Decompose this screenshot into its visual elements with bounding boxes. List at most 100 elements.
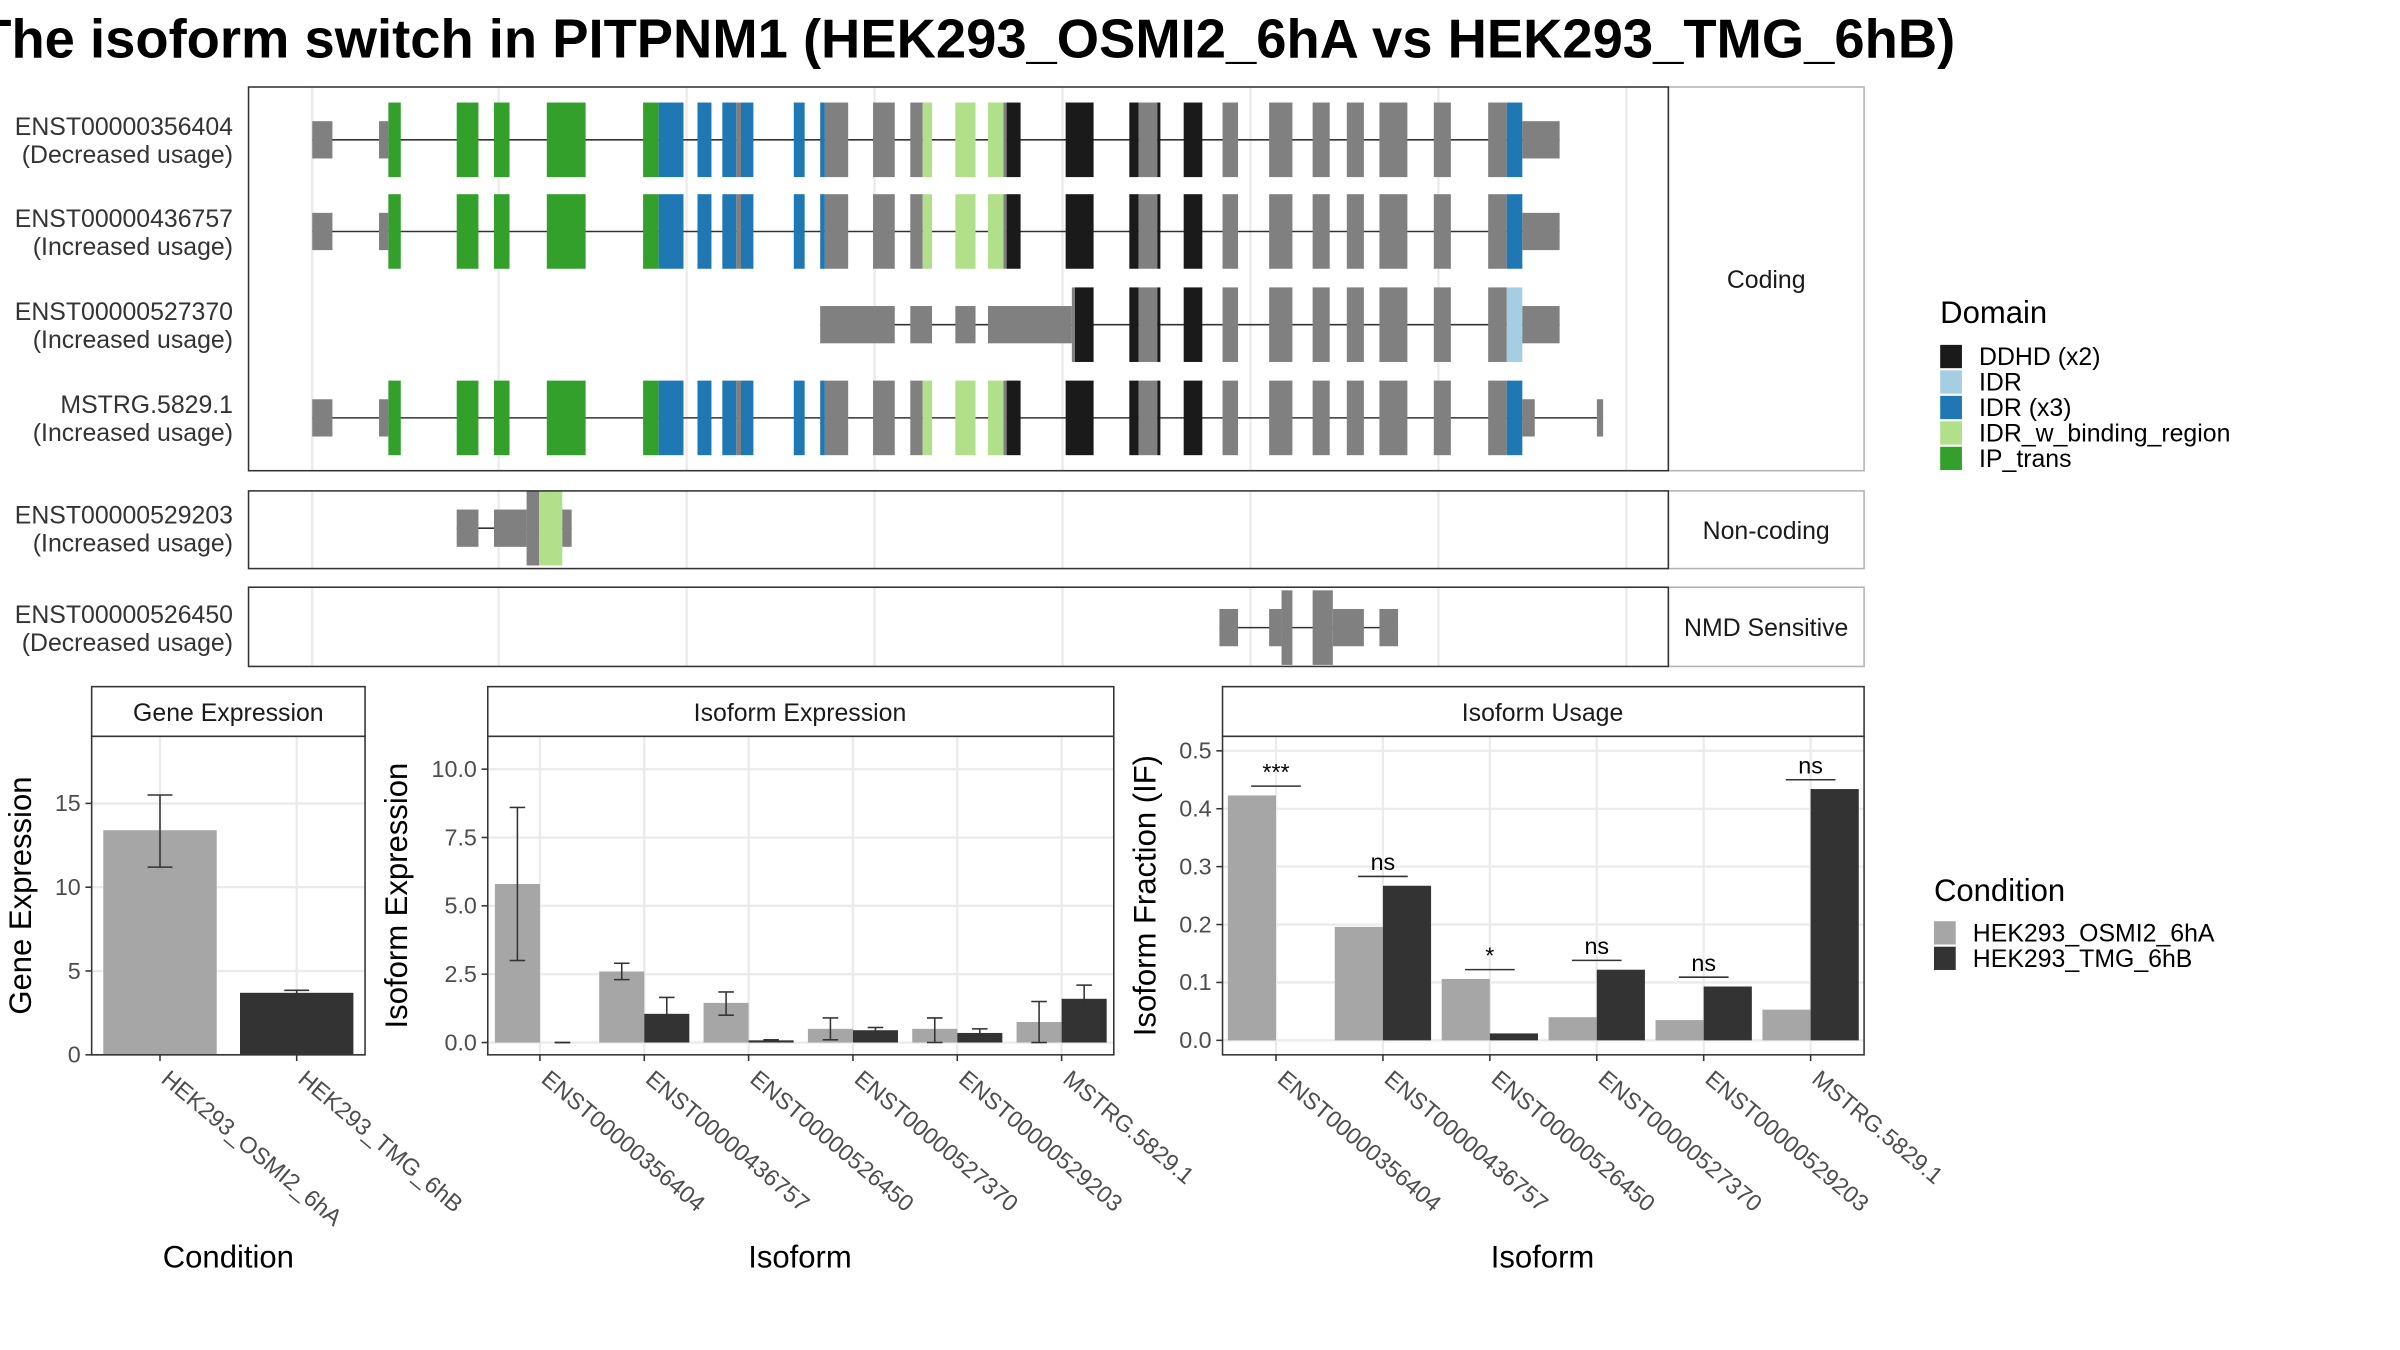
exon [1138, 380, 1158, 456]
y-axis-title: Gene Expression [3, 777, 38, 1015]
exon [1269, 608, 1282, 647]
exon [388, 380, 401, 456]
exon [1379, 608, 1399, 647]
domain-legend-label: DDHD (x2) [1979, 344, 2100, 371]
exon [910, 102, 923, 178]
exon [736, 194, 741, 269]
exon [1219, 608, 1239, 647]
bar [852, 1030, 898, 1043]
y-tick-label: 5.0 [445, 893, 477, 919]
exon [1222, 287, 1239, 362]
exon [1065, 102, 1094, 178]
exon [1379, 102, 1408, 178]
panel-title: Isoform Expression [694, 700, 907, 727]
x-axis-title: Isoform [1491, 1240, 1595, 1275]
exon [1006, 194, 1021, 269]
exon [824, 102, 849, 178]
structure-panel-bg [248, 490, 1669, 569]
exon [658, 380, 684, 456]
exon [1138, 102, 1158, 178]
exon [955, 102, 976, 178]
exon [1596, 399, 1604, 437]
exon [987, 102, 1004, 178]
exon [1312, 102, 1330, 178]
exon [1433, 380, 1451, 456]
domain-legend-title: Domain [1940, 295, 2047, 330]
y-axis-title: Isoform Fraction (IF) [1128, 755, 1163, 1036]
bar [1489, 1033, 1538, 1041]
bar [1762, 1009, 1811, 1041]
exon [1379, 194, 1408, 269]
panel-bg [1222, 736, 1865, 1055]
exon [1269, 194, 1293, 269]
category-strip-label: NMD Sensitive [1684, 615, 1848, 642]
exon [820, 102, 825, 178]
domain-legend-label: IDR (x3) [1979, 395, 2071, 422]
domain-legend-key [1940, 344, 1962, 369]
exon [493, 102, 510, 178]
exon [456, 380, 479, 456]
y-tick-label: 10.0 [432, 756, 477, 782]
significance-label: ns [1691, 950, 1716, 976]
y-tick-label: 0.5 [1179, 738, 1211, 764]
bar [240, 992, 354, 1055]
exon [1003, 194, 1007, 269]
exon [1269, 102, 1293, 178]
bar [1334, 926, 1383, 1041]
exon [955, 306, 976, 344]
exon [1269, 380, 1293, 456]
panel-bg [487, 736, 1114, 1055]
exon [740, 194, 754, 269]
exon [987, 306, 1072, 344]
exon [312, 212, 333, 251]
exon [987, 380, 1004, 456]
panel-border [486, 735, 1115, 1056]
exon [1488, 380, 1507, 456]
exon [1506, 194, 1523, 269]
exon [1346, 194, 1364, 269]
exon [1488, 194, 1507, 269]
exon [379, 399, 389, 437]
exon [1138, 194, 1158, 269]
exon [1346, 287, 1364, 362]
exon [1138, 287, 1158, 362]
exon [546, 194, 586, 269]
exon [456, 194, 479, 269]
exon [1522, 306, 1560, 344]
exon [740, 380, 754, 456]
exon [1488, 102, 1507, 178]
category-strip [1667, 86, 1865, 472]
panel-border [90, 735, 366, 1056]
exon [1506, 380, 1523, 456]
significance-label: ns [1371, 849, 1396, 875]
structure-panel-border [247, 586, 1670, 668]
category-strip-label: Non-coding [1703, 518, 1830, 545]
exon [793, 380, 805, 456]
significance-label: * [1485, 942, 1494, 968]
exon [1071, 287, 1075, 362]
y-tick-label: 5 [68, 958, 81, 984]
condition-legend-label: HEK293_TMG_6hB [1973, 946, 2193, 973]
exon [1129, 380, 1139, 456]
domain-legend-label: IP_trans [1979, 446, 2072, 473]
exon [873, 102, 895, 178]
bar [1227, 795, 1276, 1041]
exon [1157, 102, 1161, 178]
exon [312, 399, 333, 437]
exon [1006, 380, 1021, 456]
exon [643, 380, 659, 456]
exon [1157, 194, 1161, 269]
structure-panel-bg [248, 587, 1669, 667]
bar [1441, 978, 1490, 1041]
exon [379, 121, 389, 159]
y-tick-label: 0.1 [1179, 969, 1211, 995]
exon [456, 102, 479, 178]
domain-legend-key [1940, 446, 1962, 471]
exon [1522, 399, 1535, 437]
y-tick-label: 2.5 [445, 961, 477, 987]
exon [955, 194, 976, 269]
exon [1312, 194, 1330, 269]
domain-legend-key [1940, 395, 1962, 420]
exon [722, 380, 737, 456]
